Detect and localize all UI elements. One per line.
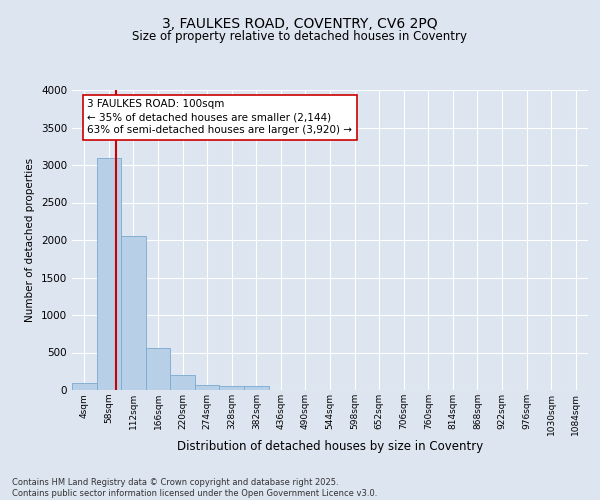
Bar bbox=[195, 385, 220, 390]
Text: Contains HM Land Registry data © Crown copyright and database right 2025.
Contai: Contains HM Land Registry data © Crown c… bbox=[12, 478, 377, 498]
Bar bbox=[244, 386, 269, 390]
Text: 3, FAULKES ROAD, COVENTRY, CV6 2PQ: 3, FAULKES ROAD, COVENTRY, CV6 2PQ bbox=[162, 18, 438, 32]
Y-axis label: Number of detached properties: Number of detached properties bbox=[25, 158, 35, 322]
X-axis label: Distribution of detached houses by size in Coventry: Distribution of detached houses by size … bbox=[177, 440, 483, 454]
Bar bbox=[97, 158, 121, 390]
Bar bbox=[220, 386, 244, 390]
Bar bbox=[170, 376, 195, 390]
Text: 3 FAULKES ROAD: 100sqm
← 35% of detached houses are smaller (2,144)
63% of semi-: 3 FAULKES ROAD: 100sqm ← 35% of detached… bbox=[88, 99, 352, 136]
Bar bbox=[146, 348, 170, 390]
Text: Size of property relative to detached houses in Coventry: Size of property relative to detached ho… bbox=[133, 30, 467, 43]
Bar bbox=[121, 236, 146, 390]
Bar bbox=[72, 382, 97, 390]
